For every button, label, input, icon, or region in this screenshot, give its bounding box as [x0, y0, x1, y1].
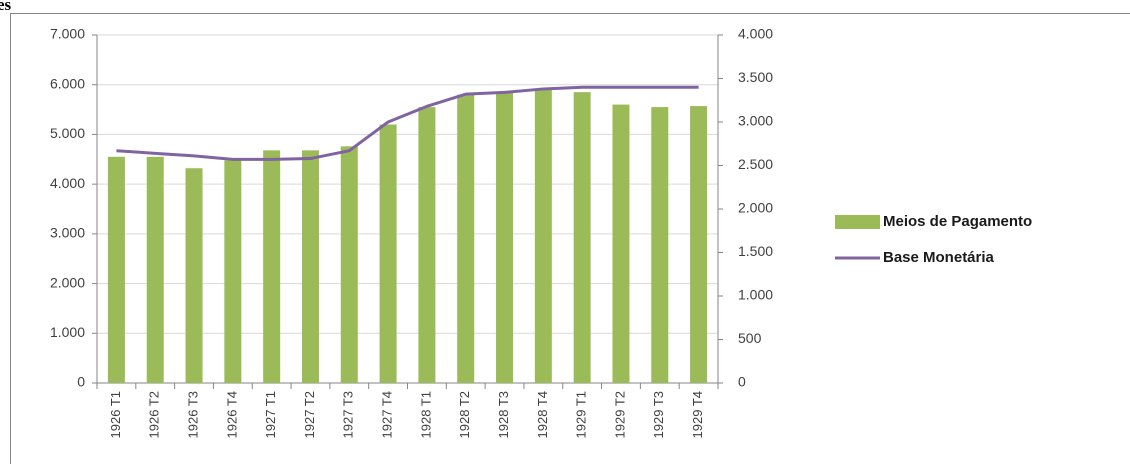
y2-tick-label: 1.000	[738, 287, 773, 303]
x-tick-label: 1928 T1	[418, 391, 433, 438]
y2-tick-label: 500	[738, 330, 762, 346]
bar	[534, 88, 552, 383]
x-tick-label: 1929 T1	[574, 391, 589, 438]
bar	[651, 107, 669, 383]
y-tick-label: 4.000	[50, 175, 85, 191]
x-tick-label: 1927 T2	[302, 391, 317, 438]
bar	[379, 124, 397, 383]
x-tick-label: 1927 T4	[380, 391, 395, 438]
x-tick-label: 1926 T2	[147, 391, 162, 438]
bar	[573, 92, 591, 384]
y-tick-label: 1.000	[50, 324, 85, 340]
x-tick-label: 1927 T1	[263, 391, 278, 438]
bar	[185, 168, 203, 383]
y-tick-label: 3.000	[50, 225, 85, 241]
x-tick-label: 1929 T4	[690, 391, 705, 438]
bar	[340, 146, 358, 383]
legend-label: Base Monetária	[883, 249, 995, 266]
x-tick-label: 1927 T3	[341, 391, 356, 438]
y-tick-label: 2.000	[50, 274, 85, 290]
legend-swatch	[835, 215, 880, 229]
y2-tick-label: 3.500	[738, 69, 773, 85]
y2-tick-label: 4.000	[738, 26, 773, 42]
chart-frame	[10, 13, 1130, 464]
x-tick-label: 1926 T1	[108, 391, 123, 438]
bar	[146, 156, 164, 383]
x-tick-label: 1926 T3	[185, 391, 200, 438]
y2-tick-label: 2.000	[738, 200, 773, 216]
bar	[301, 150, 319, 383]
bar	[612, 104, 630, 383]
line	[116, 85, 699, 161]
bar	[496, 92, 514, 384]
y2-tick-label: 0	[738, 374, 746, 390]
bar	[457, 94, 475, 384]
y-tick-label: 7.000	[50, 26, 85, 42]
x-tick-label: 1926 T4	[224, 391, 239, 438]
header-fragment: es	[0, 0, 12, 14]
y-tick-label: 6.000	[50, 75, 85, 91]
bar	[418, 107, 436, 383]
y2-tick-label: 3.000	[738, 113, 773, 129]
legend-label: Meios de Pagamento	[883, 213, 1032, 230]
x-tick-label: 1928 T2	[457, 391, 472, 438]
y-tick-label: 0	[77, 374, 85, 390]
x-tick-label: 1929 T3	[651, 391, 666, 438]
bar	[224, 160, 242, 383]
x-tick-label: 1928 T3	[496, 391, 511, 438]
y2-tick-label: 2.500	[738, 156, 773, 172]
bar	[107, 156, 125, 383]
bar	[263, 150, 281, 383]
x-tick-label: 1928 T4	[535, 391, 550, 438]
y-tick-label: 5.000	[50, 125, 85, 141]
bar	[690, 106, 708, 383]
x-tick-label: 1929 T2	[612, 391, 627, 438]
y2-tick-label: 1.500	[738, 243, 773, 259]
